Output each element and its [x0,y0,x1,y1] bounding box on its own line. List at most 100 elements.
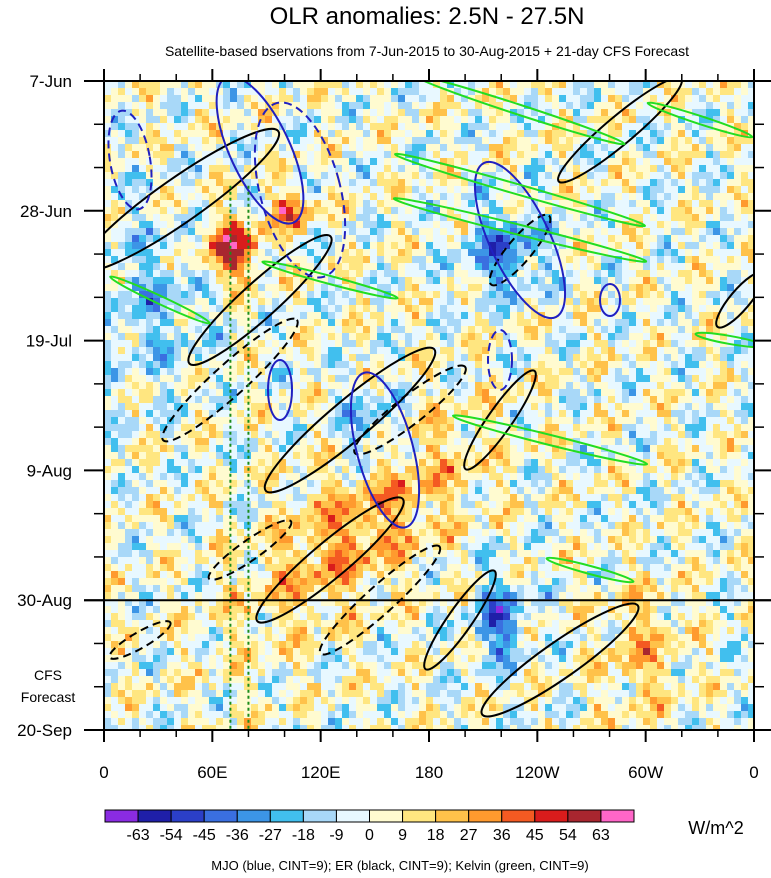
heatmap-cell [132,361,140,369]
heatmap-cell [678,109,686,117]
heatmap-cell [307,347,315,355]
heatmap-cell [601,151,609,159]
heatmap-cell [699,214,707,222]
heatmap-cell [699,291,707,299]
heatmap-cell [335,151,343,159]
heatmap-cell [538,270,546,278]
heatmap-cell [202,172,210,180]
heatmap-cell [636,186,644,194]
heatmap-cell [475,256,483,264]
heatmap-cell [363,193,371,201]
heatmap-cell [293,102,301,110]
heatmap-cell [601,277,609,285]
heatmap-cell [195,396,203,404]
heatmap-cell [349,354,357,362]
heatmap-cell [699,417,707,425]
heatmap-cell [447,165,455,173]
heatmap-cell [146,277,154,285]
heatmap-cell [174,354,182,362]
heatmap-cell [384,88,392,96]
heatmap-cell [111,284,119,292]
heatmap-cell [405,165,413,173]
heatmap-cell [552,172,560,180]
heatmap-cell [279,158,287,166]
heatmap-cell [692,242,700,250]
heatmap-cell [454,88,462,96]
heatmap-cell [426,95,434,103]
heatmap-cell [363,410,371,418]
heatmap-cell [342,88,350,96]
heatmap-cell [111,431,119,439]
heatmap-cell [307,95,315,103]
heatmap-cell [314,228,322,236]
heatmap-cell [713,102,721,110]
heatmap-cell [258,424,266,432]
heatmap-cell [272,186,280,194]
heatmap-cell [125,424,133,432]
heatmap-cell [650,298,658,306]
heatmap-cell [650,389,658,397]
heatmap-cell [384,431,392,439]
heatmap-cell [314,445,322,453]
heatmap-cell [153,242,161,250]
heatmap-cell [356,452,364,460]
heatmap-cell [503,340,511,348]
heatmap-cell [349,249,357,257]
heatmap-cell [475,270,483,278]
heatmap-cell [307,235,315,243]
heatmap-cell [111,81,119,89]
heatmap-cell [475,144,483,152]
heatmap-cell [671,221,679,229]
heatmap-cell [692,214,700,222]
heatmap-cell [594,165,602,173]
heatmap-cell [300,242,308,250]
heatmap-cell [489,256,497,264]
heatmap-cell [489,221,497,229]
heatmap-cell [580,326,588,334]
heatmap-cell [594,207,602,215]
heatmap-cell [517,305,525,313]
heatmap-cell [552,354,560,362]
heatmap-cell [510,158,518,166]
heatmap-cell [748,102,754,110]
heatmap-cell [566,235,574,243]
heatmap-cell [237,200,245,208]
heatmap-cell [307,298,315,306]
heatmap-cell [685,102,693,110]
heatmap-cell [356,179,364,187]
heatmap-cell [251,186,259,194]
heatmap-cell [580,249,588,257]
heatmap-cell [209,130,217,138]
heatmap-cell [398,319,406,327]
heatmap-cell [440,242,448,250]
heatmap-cell [342,200,350,208]
heatmap-cell [412,417,420,425]
heatmap-cell [251,179,259,187]
heatmap-cell [314,102,322,110]
heatmap-cell [741,158,749,166]
heatmap-cell [279,396,287,404]
heatmap-cell [223,417,231,425]
heatmap-cell [279,263,287,271]
heatmap-cell [237,214,245,222]
heatmap-cell [475,277,483,285]
heatmap-cell [594,403,602,411]
heatmap-cell [482,165,490,173]
heatmap-cell [468,368,476,376]
heatmap-cell [356,186,364,194]
heatmap-cell [524,137,532,145]
heatmap-cell [706,340,714,348]
heatmap-cell [405,438,413,446]
heatmap-cell [545,298,553,306]
heatmap-cell [489,95,497,103]
heatmap-cell [188,249,196,257]
heatmap-cell [482,263,490,271]
heatmap-cell [370,347,378,355]
heatmap-cell [160,116,168,124]
heatmap-cell [174,200,182,208]
heatmap-cell [447,431,455,439]
heatmap-cell [559,151,567,159]
heatmap-cell [706,326,714,334]
heatmap-cell [118,137,126,145]
heatmap-cell [405,88,413,96]
